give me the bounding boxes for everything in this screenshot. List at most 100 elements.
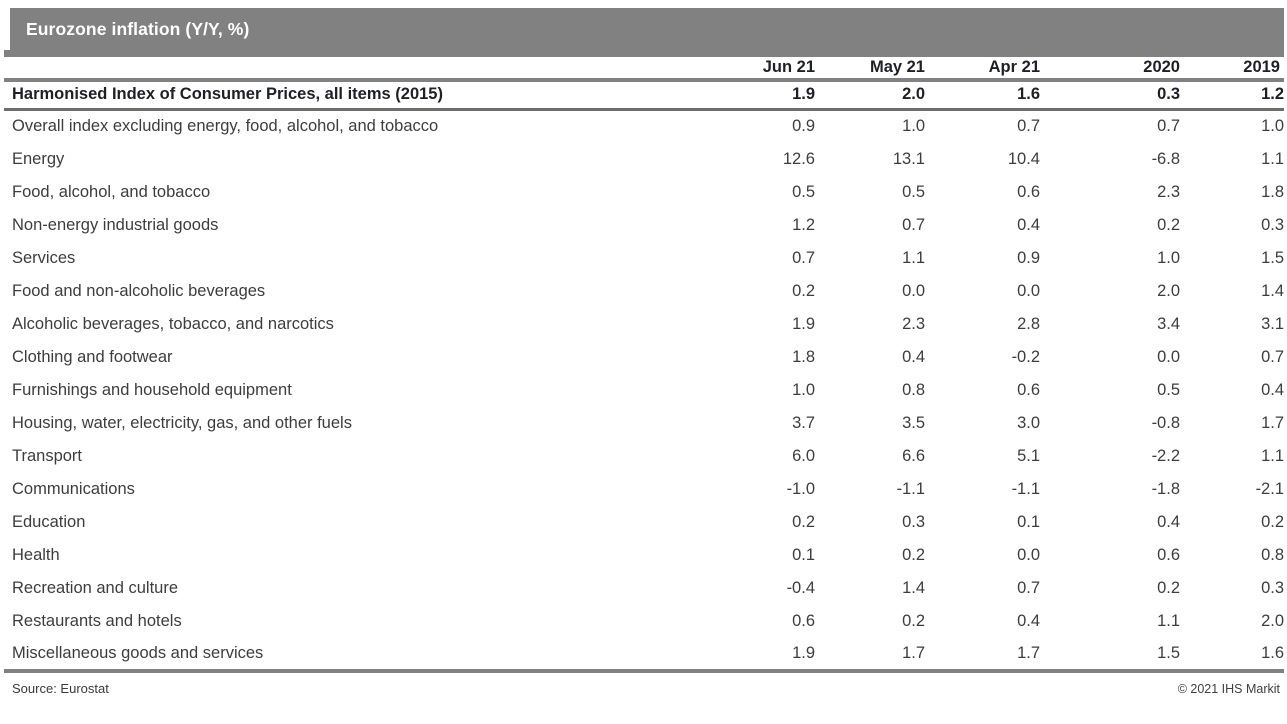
row-value: 0.7 xyxy=(792,248,815,267)
table-row: Furnishings and household equipment 1.0 0.… xyxy=(4,374,1284,407)
row-value: 0.9 xyxy=(1017,248,1040,267)
inflation-table-container: Jun 21 May 21 Apr 21 2020 2019 Harmonise… xyxy=(4,50,1284,673)
row-value: 0.3 xyxy=(1040,79,1180,111)
row-value: 1.0 xyxy=(1261,117,1284,136)
row-label: Non-energy industrial goods xyxy=(12,215,219,234)
row-value: 0.6 xyxy=(1017,380,1040,399)
row-value: 2.3 xyxy=(902,314,925,333)
row-value: 1.1 xyxy=(1157,611,1180,630)
row-value: -6.8 xyxy=(1151,149,1180,168)
row-value: 0.9 xyxy=(792,117,815,136)
row-value: 1.7 xyxy=(815,637,925,673)
row-value: 0.7 xyxy=(1261,347,1284,366)
table-row: Services 0.7 1.1 0.9 1.0 1.5 xyxy=(4,242,1284,275)
row-label: Services xyxy=(12,248,76,267)
row-label: Food and non-alcoholic beverages xyxy=(12,281,266,300)
row-value: 0.5 xyxy=(902,182,925,201)
row-value: 0.7 xyxy=(902,215,925,234)
row-value: 1.1 xyxy=(902,248,925,267)
row-value: 3.5 xyxy=(902,413,925,432)
row-label: Energy xyxy=(12,149,65,168)
row-value: 0.6 xyxy=(792,611,815,630)
row-label: Communications xyxy=(12,479,135,498)
column-header-may21: May 21 xyxy=(815,50,925,82)
row-value: 1.4 xyxy=(1261,281,1284,300)
row-label: Food, alcohol, and tobacco xyxy=(12,182,211,201)
row-value: 1.8 xyxy=(792,347,815,366)
source-note: Source: Eurostat xyxy=(12,680,109,696)
row-value: 13.1 xyxy=(892,149,925,168)
table-row: Restaurants and hotels 0.6 0.2 0.4 1.1 2.0 xyxy=(4,605,1284,638)
row-value: -0.8 xyxy=(1151,413,1180,432)
row-value: 1.2 xyxy=(1180,79,1284,111)
row-value: 0.0 xyxy=(1157,347,1180,366)
row-value: 12.6 xyxy=(782,149,815,168)
row-label: Housing, water, electricity, gas, and ot… xyxy=(12,413,352,432)
row-value: 1.9 xyxy=(705,79,815,111)
row-label: Restaurants and hotels xyxy=(12,611,182,630)
row-value: 0.5 xyxy=(1157,380,1180,399)
table-row: Transport 6.0 6.6 5.1 -2.2 1.1 xyxy=(4,440,1284,473)
row-value: 1.9 xyxy=(792,314,815,333)
row-value: 5.1 xyxy=(1017,446,1040,465)
table-row: Miscellaneous goods and services 1.9 1.7 1.… xyxy=(4,637,1284,673)
row-value: 1.0 xyxy=(902,117,925,136)
row-label: Recreation and culture xyxy=(12,578,179,597)
row-value: 0.6 xyxy=(1157,545,1180,564)
row-value: 2.0 xyxy=(1261,611,1284,630)
row-value: 0.4 xyxy=(902,347,925,366)
row-value: 0.2 xyxy=(1261,512,1284,531)
column-header-2019: 2019 xyxy=(1180,50,1284,82)
row-value: 0.2 xyxy=(902,545,925,564)
row-label: Miscellaneous goods and services xyxy=(4,637,705,673)
column-header-apr21: Apr 21 xyxy=(925,50,1040,82)
row-value: 0.7 xyxy=(1157,117,1180,136)
row-value: 2.0 xyxy=(1157,281,1180,300)
copyright-note: © 2021 IHS Markit xyxy=(1177,681,1280,696)
row-label: Harmonised Index of Consumer Prices, all… xyxy=(4,79,705,111)
table-row: Energy 12.6 13.1 10.4 -6.8 1.1 xyxy=(4,143,1284,176)
table-row: Food, alcohol, and tobacco 0.5 0.5 0.6 2.3 1.… xyxy=(4,176,1284,209)
row-value: 0.1 xyxy=(1017,512,1040,531)
row-value: 0.1 xyxy=(792,545,815,564)
row-label: Overall index excluding energy, food, al… xyxy=(12,117,439,136)
table-row: Communications -1.0 -1.1 -1.1 -1.8 -2.1 xyxy=(4,473,1284,506)
row-value: 2.0 xyxy=(815,79,925,111)
row-value: 10.4 xyxy=(1007,149,1040,168)
row-value: -1.0 xyxy=(786,479,815,498)
row-value: 1.0 xyxy=(1157,248,1180,267)
row-label: Transport xyxy=(12,446,82,465)
row-value: 1.4 xyxy=(902,578,925,597)
table-row: Health 0.1 0.2 0.0 0.6 0.8 xyxy=(4,539,1284,572)
row-value: -1.8 xyxy=(1151,479,1180,498)
row-value: 0.7 xyxy=(1017,578,1040,597)
table-row: Overall index excluding energy, food, al… xyxy=(4,110,1284,143)
row-value: 0.3 xyxy=(1261,578,1284,597)
row-value: 1.8 xyxy=(1261,182,1284,201)
row-value: -1.1 xyxy=(896,479,925,498)
table-row: Clothing and footwear 1.8 0.4 -0.2 0.0 0.7 xyxy=(4,341,1284,374)
row-value: 0.2 xyxy=(792,512,815,531)
row-value: -1.1 xyxy=(1011,479,1040,498)
row-value: 3.4 xyxy=(1157,314,1180,333)
row-value: 0.2 xyxy=(1157,578,1180,597)
row-label: Education xyxy=(12,512,86,531)
row-value: 1.1 xyxy=(1261,149,1284,168)
table-title: Eurozone inflation (Y/Y, %) xyxy=(26,18,250,39)
column-header-2020: 2020 xyxy=(1040,50,1180,82)
inflation-table: Jun 21 May 21 Apr 21 2020 2019 Harmonise… xyxy=(4,50,1284,673)
row-value: 0.0 xyxy=(902,281,925,300)
row-value: -2.1 xyxy=(1255,479,1284,498)
row-value: 0.0 xyxy=(1017,281,1040,300)
row-value: 6.0 xyxy=(792,446,815,465)
table-footer: Source: Eurostat © 2021 IHS Markit xyxy=(12,681,1280,696)
table-row: Non-energy industrial goods 1.2 0.7 0.4 0.2 0… xyxy=(4,209,1284,242)
row-value: 0.2 xyxy=(792,281,815,300)
row-value: -0.2 xyxy=(1011,347,1040,366)
row-value: -2.2 xyxy=(1151,446,1180,465)
row-value: 0.8 xyxy=(902,380,925,399)
row-value: 2.3 xyxy=(1157,182,1180,201)
row-value: 1.6 xyxy=(925,79,1040,111)
row-value: 1.1 xyxy=(1261,446,1284,465)
row-value: 1.5 xyxy=(1261,248,1284,267)
